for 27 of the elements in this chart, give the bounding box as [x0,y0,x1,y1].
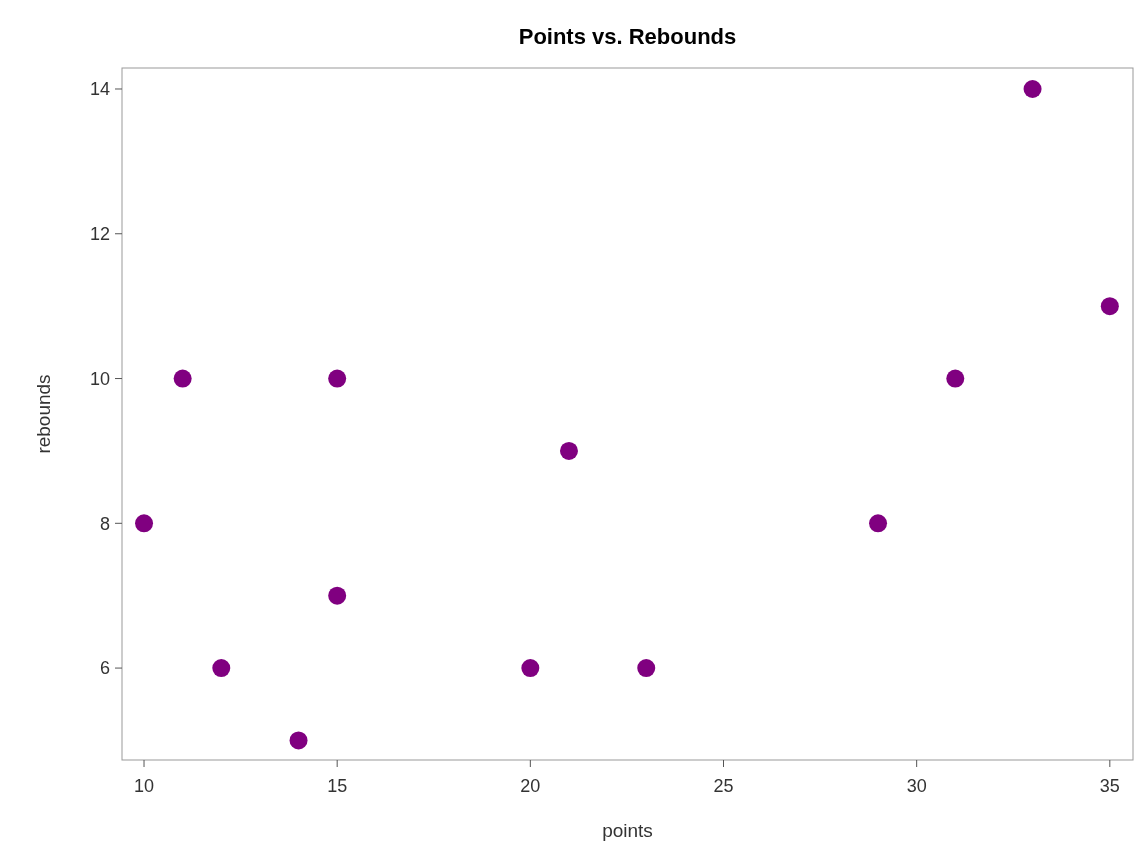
point [289,731,308,750]
point [559,441,578,460]
x-tick-label: 35 [1099,776,1120,796]
y-tick-label: 6 [99,658,110,679]
y-tick-label: 12 [89,224,110,245]
point [869,514,888,533]
y-tick-label: 10 [89,368,110,389]
x-tick-label: 15 [327,776,348,796]
y-tick-label: 14 [89,79,110,100]
x-tick-label: 20 [520,776,541,796]
x-tick-label: 30 [906,776,927,796]
y-tick-label: 8 [99,513,110,534]
point [135,514,154,533]
point [328,586,347,605]
x-axis-title: points [602,820,653,841]
x-tick-label: 10 [134,776,155,796]
x-tick-label: 25 [713,776,734,796]
point [173,369,192,388]
point [1100,297,1119,316]
point [637,659,656,678]
point [946,369,965,388]
point [1023,79,1042,98]
y-axis-title: rebounds [33,374,54,454]
chart-title: Points vs. Rebounds [518,24,737,49]
point [212,659,231,678]
point [521,659,540,678]
point [328,369,347,388]
